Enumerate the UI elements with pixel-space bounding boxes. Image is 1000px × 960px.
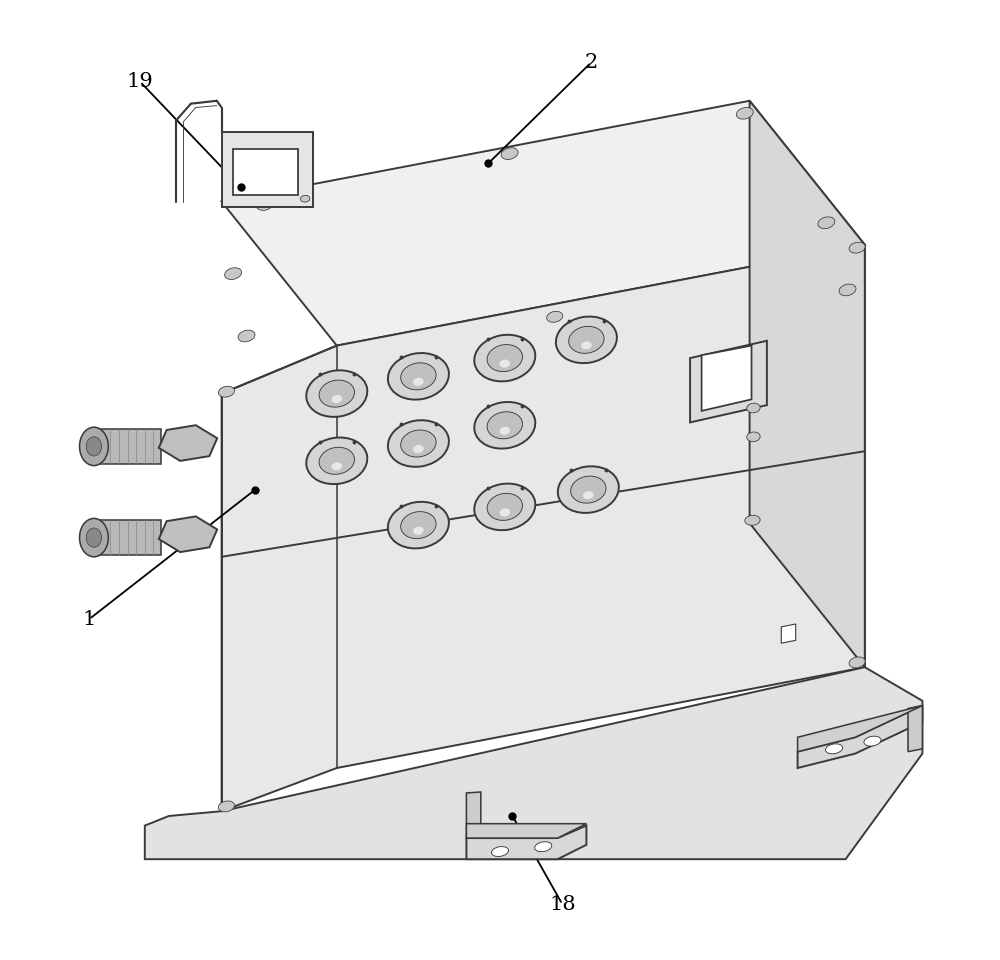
Ellipse shape bbox=[747, 403, 760, 413]
Polygon shape bbox=[94, 429, 161, 464]
Ellipse shape bbox=[487, 493, 522, 520]
Ellipse shape bbox=[80, 518, 108, 557]
Ellipse shape bbox=[569, 326, 604, 353]
Ellipse shape bbox=[839, 284, 856, 296]
Ellipse shape bbox=[331, 463, 342, 470]
Polygon shape bbox=[702, 346, 752, 411]
Polygon shape bbox=[159, 425, 217, 461]
Polygon shape bbox=[908, 706, 922, 752]
Ellipse shape bbox=[256, 199, 273, 210]
Ellipse shape bbox=[319, 447, 354, 474]
Ellipse shape bbox=[401, 430, 436, 457]
Ellipse shape bbox=[499, 427, 510, 435]
Ellipse shape bbox=[736, 108, 753, 119]
Ellipse shape bbox=[225, 268, 242, 279]
Ellipse shape bbox=[401, 512, 436, 539]
Ellipse shape bbox=[474, 484, 535, 530]
Ellipse shape bbox=[300, 195, 310, 203]
Polygon shape bbox=[222, 132, 313, 207]
Polygon shape bbox=[94, 520, 161, 555]
Polygon shape bbox=[798, 706, 922, 752]
Polygon shape bbox=[233, 149, 298, 195]
Ellipse shape bbox=[319, 380, 354, 407]
Ellipse shape bbox=[218, 386, 234, 397]
Ellipse shape bbox=[306, 438, 367, 484]
Ellipse shape bbox=[487, 412, 522, 439]
Ellipse shape bbox=[849, 242, 865, 253]
Ellipse shape bbox=[401, 363, 436, 390]
Ellipse shape bbox=[499, 360, 510, 368]
Polygon shape bbox=[690, 341, 767, 422]
Ellipse shape bbox=[86, 437, 102, 456]
Text: 1: 1 bbox=[82, 610, 96, 629]
Ellipse shape bbox=[556, 317, 617, 363]
Ellipse shape bbox=[86, 528, 102, 547]
Ellipse shape bbox=[818, 217, 835, 228]
Ellipse shape bbox=[583, 492, 594, 499]
Text: 18: 18 bbox=[549, 895, 576, 914]
Ellipse shape bbox=[474, 335, 535, 381]
Polygon shape bbox=[750, 101, 865, 667]
Ellipse shape bbox=[388, 353, 449, 399]
Polygon shape bbox=[466, 824, 586, 838]
Ellipse shape bbox=[80, 427, 108, 466]
Ellipse shape bbox=[413, 378, 424, 386]
Ellipse shape bbox=[826, 744, 843, 754]
Ellipse shape bbox=[218, 801, 234, 812]
Ellipse shape bbox=[413, 445, 424, 453]
Polygon shape bbox=[466, 792, 481, 838]
Ellipse shape bbox=[388, 502, 449, 548]
Ellipse shape bbox=[474, 402, 535, 448]
Ellipse shape bbox=[331, 396, 342, 403]
Ellipse shape bbox=[558, 467, 619, 513]
Ellipse shape bbox=[547, 311, 563, 323]
Ellipse shape bbox=[864, 736, 881, 746]
Ellipse shape bbox=[745, 350, 760, 360]
Ellipse shape bbox=[747, 432, 760, 442]
Ellipse shape bbox=[491, 847, 509, 856]
Polygon shape bbox=[781, 624, 796, 643]
Ellipse shape bbox=[499, 509, 510, 516]
Ellipse shape bbox=[571, 476, 606, 503]
Text: 19: 19 bbox=[127, 72, 153, 91]
Polygon shape bbox=[222, 101, 865, 346]
Ellipse shape bbox=[849, 657, 865, 668]
Ellipse shape bbox=[413, 527, 424, 535]
Ellipse shape bbox=[501, 148, 518, 159]
Ellipse shape bbox=[487, 345, 522, 372]
Polygon shape bbox=[222, 245, 865, 811]
Ellipse shape bbox=[306, 371, 367, 417]
Polygon shape bbox=[159, 516, 217, 552]
Polygon shape bbox=[466, 826, 586, 859]
Ellipse shape bbox=[238, 330, 255, 342]
Ellipse shape bbox=[535, 842, 552, 852]
Polygon shape bbox=[798, 706, 922, 768]
Ellipse shape bbox=[388, 420, 449, 467]
Text: 2: 2 bbox=[585, 53, 598, 72]
Ellipse shape bbox=[581, 342, 592, 349]
Polygon shape bbox=[145, 667, 922, 859]
Ellipse shape bbox=[745, 516, 760, 525]
